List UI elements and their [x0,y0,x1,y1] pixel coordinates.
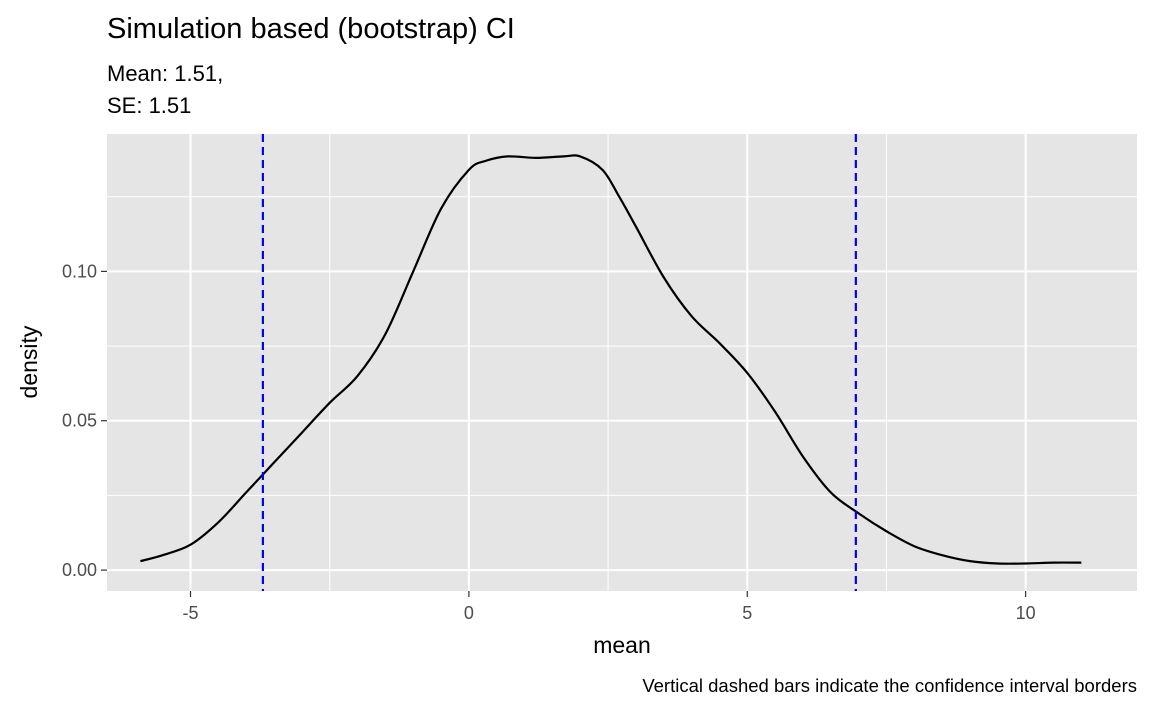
x-tick-label: 5 [742,603,752,623]
chart-caption: Vertical dashed bars indicate the confid… [642,675,1137,696]
plot-panel [107,134,1137,591]
x-tick-label: 10 [1016,603,1036,623]
chart-title: Simulation based (bootstrap) CI [107,13,515,45]
density-curve [140,154,1082,565]
chart-subtitle-line-1: Mean: 1.51, [107,61,223,86]
x-axis-ticks: -5 0 5 10 [183,591,1036,623]
y-axis-ticks: 0.00 0.05 0.10 [62,261,107,580]
x-tick-label: 0 [464,603,474,623]
y-tick-label: 0.00 [62,560,97,580]
confidence-interval-lines [261,134,857,591]
y-tick-label: 0.10 [62,261,97,281]
y-tick-label: 0.05 [62,411,97,431]
major-gridlines [107,134,1137,591]
minor-gridlines [107,134,1137,591]
y-axis-title: density [16,325,42,398]
x-axis-title: mean [593,632,651,658]
chart-subtitle-line-2: SE: 1.51 [107,93,191,118]
x-tick-label: -5 [183,603,199,623]
